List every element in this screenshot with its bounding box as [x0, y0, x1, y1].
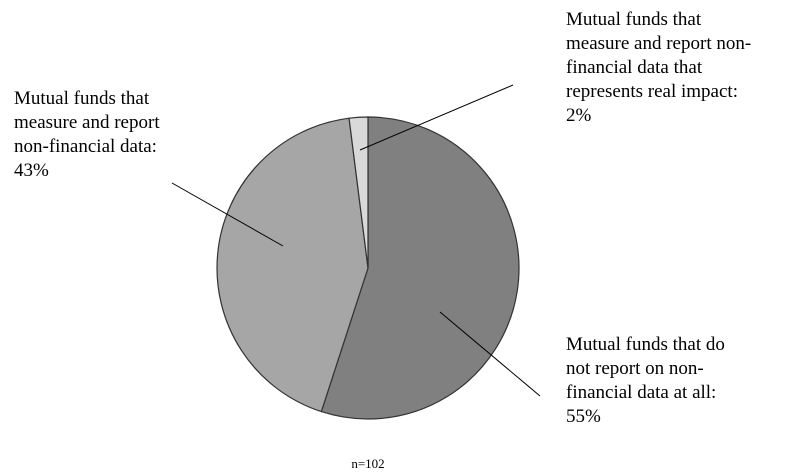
- slice-label-line: 2%: [566, 105, 592, 126]
- slice-label-line: non-financial data:: [14, 136, 157, 157]
- slice-label-line: Mutual funds that: [566, 9, 702, 30]
- slice-label-non-reporting: Mutual funds that do not report on non-fi…: [566, 334, 725, 427]
- pie-slices: [216, 116, 520, 420]
- slice-label-line: 43%: [14, 160, 49, 181]
- pie-slice-measure-report: [216, 117, 369, 413]
- slice-label-line: not report on non-: [566, 358, 704, 379]
- slice-label-line: measure and report non-: [566, 33, 751, 54]
- leader-line-real-impact: [359, 84, 514, 151]
- slice-labels: Mutual funds that do not report on non-fi…: [14, 9, 751, 427]
- slice-label-line: Mutual funds that do: [566, 334, 725, 355]
- pie-slice-non-reporting: [320, 116, 520, 420]
- leader-line-measure-report: [171, 182, 284, 247]
- slice-label-line: financial data that: [566, 57, 703, 78]
- leader-lines: [171, 84, 541, 397]
- slice-label-measure-report: Mutual funds that measure and report non-f…: [14, 88, 160, 181]
- slice-label-line: measure and report: [14, 112, 160, 133]
- slice-label-line: Mutual funds that: [14, 88, 150, 109]
- sample-size-note: n=102: [351, 456, 384, 471]
- pie-slice-real-impact: [348, 116, 369, 269]
- slice-label-line: 55%: [566, 406, 601, 427]
- slice-label-real-impact: Mutual funds that measure and report non-…: [566, 9, 751, 126]
- slice-label-line: financial data at all:: [566, 382, 716, 403]
- slice-label-line: represents real impact:: [566, 81, 738, 102]
- leader-line-non-reporting: [439, 311, 541, 397]
